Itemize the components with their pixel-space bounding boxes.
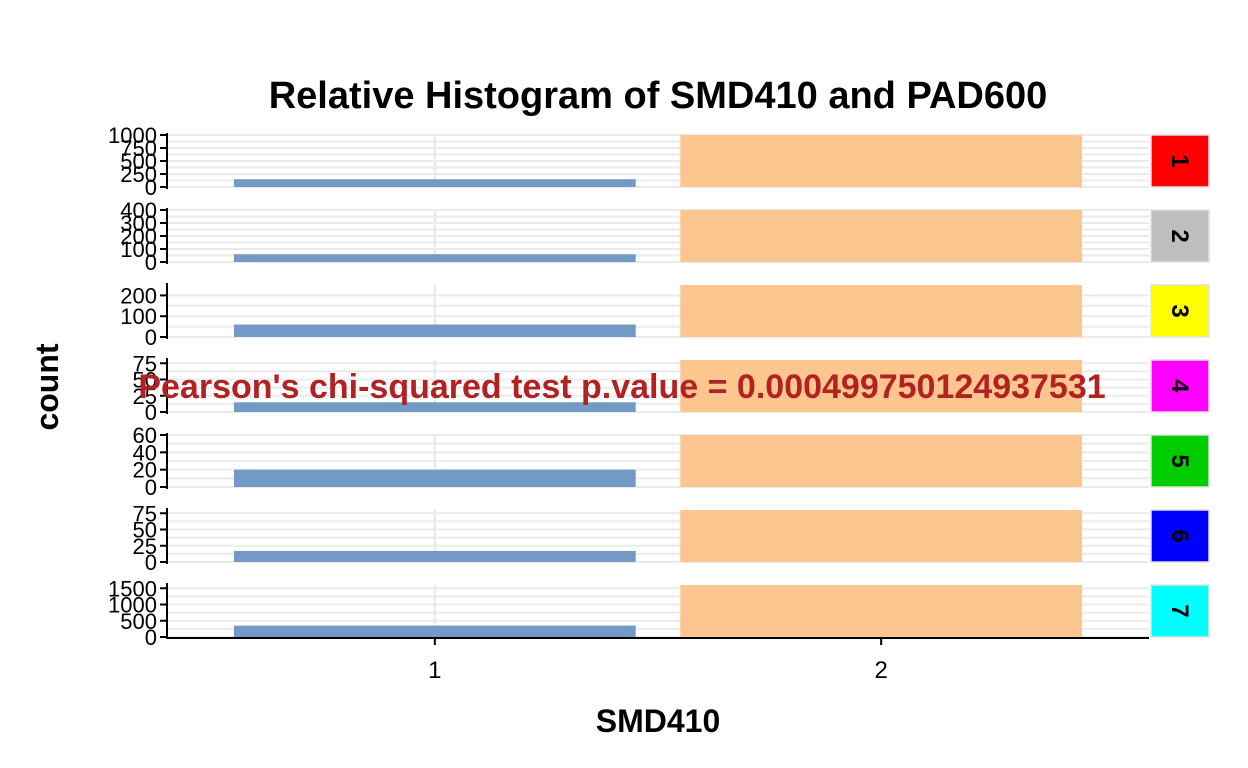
facet-strip-6 <box>1150 509 1210 563</box>
bar-panel-7-smd410-2 <box>680 585 1083 637</box>
y-tick-label: 50 <box>133 518 157 543</box>
y-tick-label: 0 <box>145 475 157 500</box>
y-tick-label: 0 <box>145 625 157 650</box>
y-tick-label: 0 <box>145 175 157 200</box>
facet-strip-label: 6 <box>1166 529 1193 542</box>
y-tick-label: 25 <box>133 384 157 409</box>
x-tick-label: 1 <box>428 657 441 684</box>
facet-strip-5 <box>1150 434 1210 488</box>
bar-panel-5-smd410-2 <box>680 435 1083 487</box>
y-tick-label: 250 <box>120 162 157 187</box>
facet-strip-label: 1 <box>1166 154 1193 167</box>
facet-panels: 0250500750100010100200300400201002003025… <box>108 123 1210 650</box>
y-tick-label: 0 <box>145 325 157 350</box>
facet-strip-4 <box>1150 359 1210 413</box>
facet-strip-7 <box>1150 584 1210 638</box>
bar-panel-3-smd410-2 <box>680 285 1083 337</box>
y-tick-label: 400 <box>120 198 157 223</box>
y-tick-label: 1000 <box>108 123 157 148</box>
chart-title: Relative Histogram of SMD410 and PAD600 <box>269 75 1048 117</box>
y-tick-label: 1000 <box>108 593 157 618</box>
facet-strip-label: 5 <box>1166 454 1193 467</box>
y-tick-label: 100 <box>120 304 157 329</box>
y-tick-label: 0 <box>145 250 157 275</box>
bar-panel-1-smd410-2 <box>680 135 1083 187</box>
bar-panel-2-smd410-1 <box>233 254 636 262</box>
y-tick-label: 500 <box>120 609 157 634</box>
facet-strip-1 <box>1150 134 1210 188</box>
y-tick-label: 750 <box>120 136 157 161</box>
x-axis-label: SMD410 <box>596 703 721 739</box>
y-tick-label: 1500 <box>108 576 157 601</box>
y-tick-label: 300 <box>120 211 157 236</box>
bar-panel-7-smd410-1 <box>233 625 636 637</box>
chi-squared-annotation: Pearson's chi-squared test p.value = 0.0… <box>138 368 1105 406</box>
bar-panel-6-smd410-2 <box>680 510 1083 562</box>
bar-panel-4-smd410-2 <box>680 360 1083 412</box>
y-tick-label: 0 <box>145 400 157 425</box>
facet-strip-label: 2 <box>1166 229 1193 242</box>
y-axis-label: count <box>29 343 65 430</box>
y-tick-label: 500 <box>120 149 157 174</box>
y-tick-label: 50 <box>133 368 157 393</box>
y-tick-label: 75 <box>133 351 157 376</box>
facet-strip-3 <box>1150 284 1210 338</box>
y-tick-label: 200 <box>120 283 157 308</box>
bar-panel-4-smd410-1 <box>233 402 636 412</box>
bar-panel-1-smd410-1 <box>233 179 636 187</box>
bar-panel-6-smd410-1 <box>233 550 636 562</box>
facet-strip-label: 4 <box>1166 379 1193 393</box>
y-tick-label: 200 <box>120 224 157 249</box>
bar-panel-2-smd410-2 <box>680 210 1083 262</box>
facet-strip-label: 7 <box>1166 604 1193 617</box>
y-tick-label: 60 <box>133 423 157 448</box>
bar-panel-5-smd410-1 <box>233 469 636 487</box>
x-tick-label: 2 <box>875 657 888 684</box>
y-tick-label: 25 <box>133 534 157 559</box>
y-tick-label: 75 <box>133 501 157 526</box>
y-tick-label: 0 <box>145 550 157 575</box>
bar-panel-3-smd410-1 <box>233 324 636 337</box>
facet-strip-label: 3 <box>1166 304 1193 317</box>
y-tick-label: 100 <box>120 237 157 262</box>
y-tick-label: 40 <box>133 440 157 465</box>
y-tick-label: 20 <box>133 458 157 483</box>
facet-strip-2 <box>1150 209 1210 263</box>
